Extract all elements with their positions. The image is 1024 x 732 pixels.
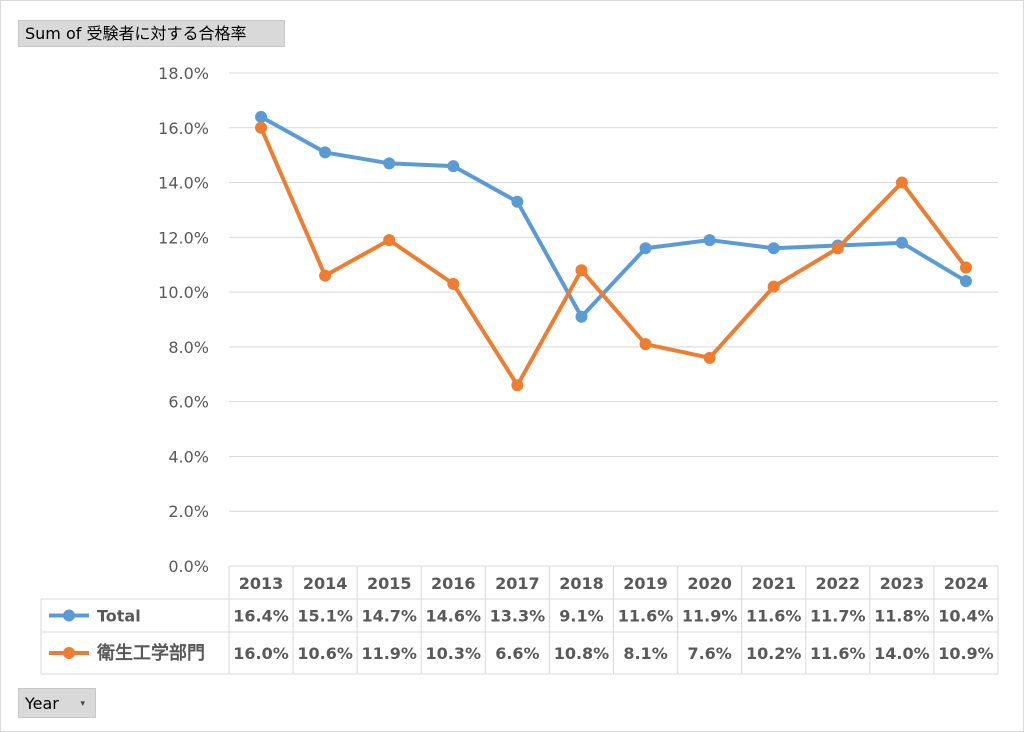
y-tick-label: 16.0%: [158, 119, 209, 138]
y-tick-label: 10.0%: [158, 283, 209, 302]
x-category-label: 2022: [816, 574, 861, 593]
data-point: [447, 160, 460, 173]
x-category-label: 2017: [495, 574, 540, 593]
data-table-value: 11.6%: [618, 607, 674, 626]
data-point: [575, 310, 588, 323]
data-table-value: 9.1%: [559, 607, 603, 626]
data-table-value: 11.9%: [361, 644, 417, 663]
y-tick-label: 14.0%: [158, 174, 209, 193]
data-point: [767, 280, 780, 293]
data-table-value: 15.1%: [297, 607, 353, 626]
data-table-value: 13.3%: [490, 607, 546, 626]
data-point: [959, 275, 972, 288]
data-point: [575, 264, 588, 277]
data-table-value: 11.7%: [810, 607, 866, 626]
data-table-value: 10.3%: [426, 644, 482, 663]
data-point: [383, 234, 396, 247]
data-point: [319, 146, 332, 159]
data-point: [255, 110, 268, 123]
data-point: [831, 242, 844, 255]
data-table-value: 16.0%: [233, 644, 289, 663]
data-table-value: 10.2%: [746, 644, 802, 663]
x-category-label: 2014: [303, 574, 348, 593]
data-point: [447, 277, 460, 290]
measure-field-button[interactable]: Sum of 受験者に対する合格率: [18, 20, 285, 47]
data-table-value: 6.6%: [495, 644, 539, 663]
x-category-label: 2015: [367, 574, 412, 593]
y-tick-label: 18.0%: [158, 64, 209, 83]
data-table-value: 10.9%: [938, 644, 994, 663]
x-category-label: 2020: [687, 574, 732, 593]
x-category-label: 2023: [880, 574, 925, 593]
x-category-label: 2019: [623, 574, 668, 593]
data-table-value: 8.1%: [623, 644, 667, 663]
x-category-label: 2021: [751, 574, 796, 593]
y-tick-label: 4.0%: [168, 447, 209, 466]
data-point: [703, 234, 716, 247]
data-point: [511, 379, 524, 392]
data-point: [511, 195, 524, 208]
y-tick-label: 12.0%: [158, 228, 209, 247]
data-table-value: 14.7%: [361, 607, 417, 626]
legend-key-marker: [63, 609, 75, 622]
data-table-value: 11.9%: [682, 607, 738, 626]
data-point: [703, 351, 716, 364]
year-field-button[interactable]: Year ▾: [18, 688, 96, 718]
data-table-value: 10.6%: [297, 644, 353, 663]
data-table-value: 7.6%: [687, 644, 731, 663]
data-point: [895, 236, 908, 249]
data-table-value: 11.8%: [874, 607, 930, 626]
data-point: [767, 242, 780, 255]
data-table-value: 11.6%: [746, 607, 802, 626]
y-tick-label: 2.0%: [168, 502, 209, 521]
x-category-label: 2013: [239, 574, 284, 593]
year-field-label: Year: [25, 694, 59, 713]
data-point: [959, 261, 972, 274]
data-table-value: 14.0%: [874, 644, 930, 663]
data-table-value: 10.4%: [938, 607, 994, 626]
x-category-label: 2016: [431, 574, 476, 593]
data-table-value: 14.6%: [426, 607, 482, 626]
x-category-label: 2018: [559, 574, 604, 593]
legend-series-name: Total: [97, 607, 141, 626]
data-point: [639, 338, 652, 351]
x-category-label: 2024: [944, 574, 989, 593]
legend-series-name: 衛生工学部門: [96, 642, 205, 664]
data-point: [319, 269, 332, 282]
data-point: [255, 121, 268, 134]
data-table-value: 10.8%: [554, 644, 610, 663]
data-point: [639, 242, 652, 255]
data-point: [383, 157, 396, 170]
chevron-down-icon[interactable]: ▾: [80, 699, 85, 709]
y-tick-label: 0.0%: [168, 557, 209, 576]
data-table-value: 11.6%: [810, 644, 866, 663]
data-table-value: 16.4%: [233, 607, 289, 626]
series-line-total: [259, 114, 968, 319]
series-line-dept: [259, 125, 968, 388]
y-tick-label: 8.0%: [168, 338, 209, 357]
legend-key-marker: [63, 647, 75, 659]
y-tick-label: 6.0%: [168, 393, 209, 412]
data-point: [895, 176, 908, 189]
